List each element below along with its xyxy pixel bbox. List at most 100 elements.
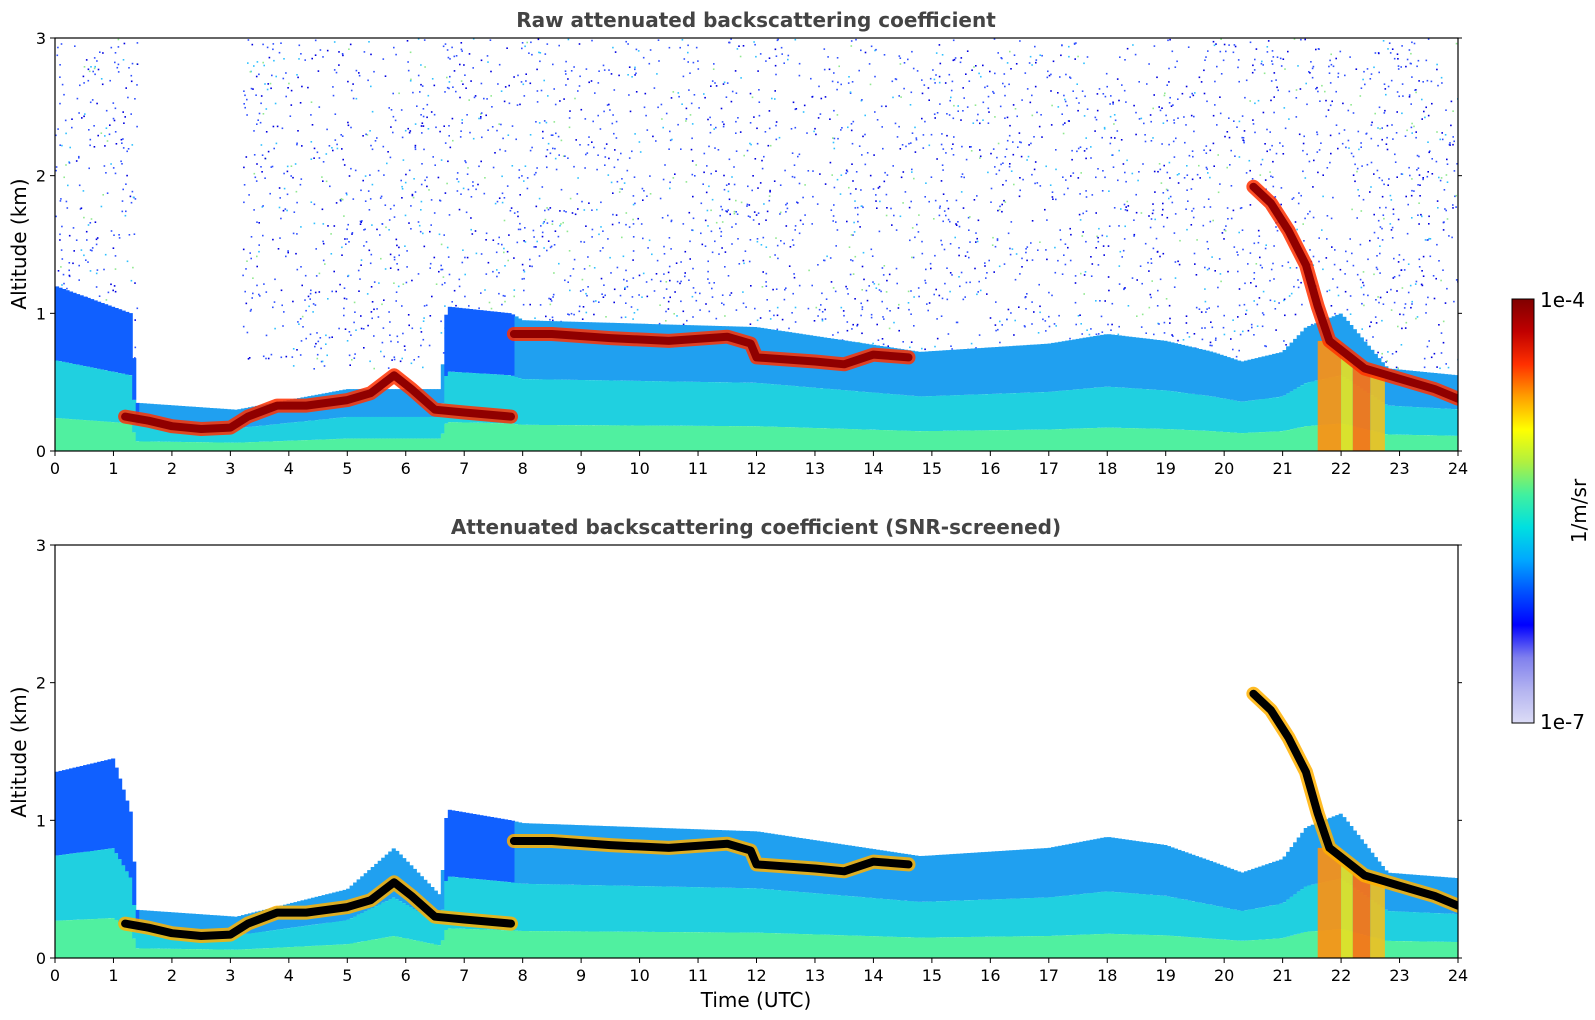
noise-speckle [1097,240,1100,243]
boundary-layer-surface [914,431,919,451]
boundary-layer-surface [426,438,431,451]
noise-speckle [621,178,623,180]
noise-speckle [1396,111,1398,113]
noise-speckle [735,132,737,134]
noise-speckle [251,297,253,299]
boundary-layer-surface [1279,431,1284,451]
noise-speckle [1308,71,1310,73]
noise-speckle [1004,94,1006,97]
noise-speckle [87,224,90,226]
noise-speckle [333,69,336,71]
noise-speckle [1196,239,1198,241]
noise-speckle [628,94,630,96]
noise-speckle [1036,182,1039,184]
noise-speckle [478,307,480,309]
noise-speckle [727,209,729,211]
noise-speckle [354,353,356,355]
noise-speckle [971,69,973,71]
noise-speckle [642,56,645,59]
noise-speckle [551,316,554,319]
boundary-layer-surface [1230,432,1235,451]
noise-speckle [379,197,382,199]
noise-speckle [1098,88,1101,90]
noise-speckle [134,282,136,284]
noise-speckle [721,208,724,211]
noise-speckle [939,205,941,208]
noise-speckle [114,107,117,110]
noise-speckle [335,202,338,204]
noise-speckle [423,245,426,248]
noise-speckle [1339,268,1342,271]
noise-speckle [961,173,964,175]
noise-speckle [272,125,275,128]
boundary-layer-surface [153,441,158,451]
noise-speckle [1110,136,1113,139]
boundary-layer-surface [612,425,617,451]
noise-speckle [1249,252,1252,254]
boundary-layer-surface [1261,432,1266,451]
noise-speckle [106,192,109,194]
noise-speckle [475,252,478,255]
noise-speckle [1053,323,1056,325]
noise-speckle [1305,82,1307,85]
boundary-layer-surface [858,429,863,451]
boundary-layer-surface [325,439,330,451]
noise-speckle [1081,235,1084,237]
noise-speckle [130,113,132,115]
noise-speckle [518,169,521,171]
noise-speckle [1133,235,1135,237]
noise-speckle [1209,206,1212,208]
noise-speckle [786,202,788,205]
noise-speckle [1214,270,1216,272]
boundary-layer-surface [440,433,445,451]
boundary-layer-surface [156,441,161,451]
boundary-layer-middle [703,382,708,426]
noise-speckle [314,345,316,348]
noise-speckle [1381,179,1383,182]
noise-speckle [1215,337,1217,340]
noise-speckle [574,213,577,216]
noise-speckle [1118,325,1120,328]
noise-speckle [1021,266,1023,268]
boundary-layer-upper [1289,342,1294,392]
noise-speckle [1391,48,1394,50]
boundary-layer-middle [107,371,112,422]
noise-speckle [1163,94,1166,97]
boundary-layer-upper [409,389,414,417]
boundary-layer-upper [654,324,659,382]
boundary-layer-surface [626,425,631,451]
noise-speckle [529,303,531,306]
noise-speckle [453,289,456,292]
noise-speckle [749,323,752,325]
noise-speckle [586,152,589,154]
noise-speckle [525,73,527,75]
boundary-layer-upper [1251,358,1256,401]
noise-speckle [1428,151,1430,154]
boundary-layer-middle [230,428,235,443]
noise-speckle [68,161,70,163]
noise-speckle [297,321,299,323]
noise-speckle [655,273,658,275]
noise-speckle [66,287,68,290]
noise-speckle [1124,225,1126,228]
boundary-layer-upper [1044,343,1049,392]
noise-speckle [968,80,971,82]
noise-speckle [911,171,913,173]
noise-speckle [1409,284,1412,287]
boundary-layer-upper [724,326,729,383]
noise-speckle [1090,146,1092,148]
noise-speckle [1367,258,1369,261]
noise-speckle [102,194,104,196]
noise-speckle [343,215,345,217]
noise-speckle [1116,78,1119,80]
noise-speckle [480,253,483,255]
noise-speckle [1335,124,1338,126]
noise-speckle [63,282,65,285]
noise-speckle [431,78,434,80]
noise-speckle [880,105,883,108]
noise-speckle [764,131,767,133]
noise-speckle [417,356,420,358]
noise-speckle [870,248,873,251]
boundary-layer-surface [465,422,470,451]
noise-speckle [360,259,363,261]
